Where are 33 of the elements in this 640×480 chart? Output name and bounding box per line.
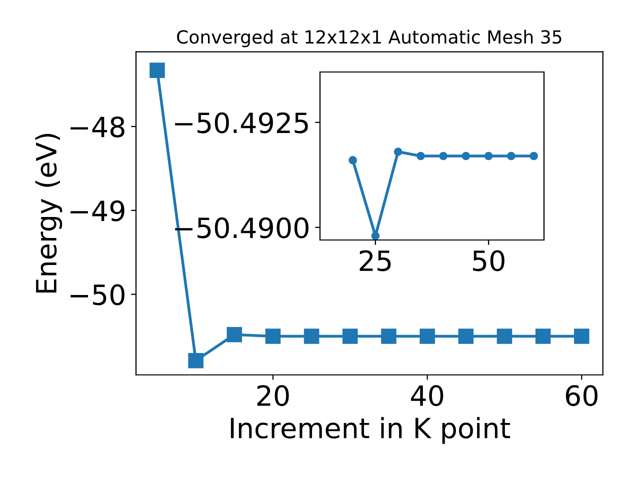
x-tick-label: 50 [473, 250, 504, 272]
point [535, 328, 551, 344]
point [458, 328, 474, 344]
point [150, 62, 165, 78]
x-tick-label: 20 [257, 385, 289, 406]
point [496, 328, 512, 344]
point [371, 232, 380, 240]
point [265, 328, 281, 344]
y-axis-title: Energy (eV) [35, 134, 62, 293]
point [188, 352, 204, 368]
y-tick-label: −48 [70, 116, 124, 138]
point [348, 156, 357, 164]
x-tick-label: 60 [566, 385, 598, 406]
point [416, 152, 425, 160]
chart-title: Converged at 12x12x1 Automatic Mesh 35 [177, 30, 562, 48]
point [439, 152, 448, 160]
y-tick-label: −50 [70, 284, 124, 306]
x-axis-title: Increment in K point [230, 417, 510, 444]
y-tick-label: −49 [70, 200, 124, 222]
y-tick-label: −50.4925 [175, 112, 308, 134]
point [304, 328, 320, 344]
point [420, 328, 435, 344]
x-tick-label: 40 [411, 385, 444, 406]
point [394, 148, 402, 156]
point [381, 328, 396, 344]
point [226, 326, 242, 342]
point [507, 152, 516, 160]
point [462, 152, 470, 160]
point [484, 152, 493, 160]
point [530, 152, 538, 160]
x-tick-label: 25 [360, 250, 391, 272]
point [574, 328, 590, 344]
point [342, 328, 358, 344]
